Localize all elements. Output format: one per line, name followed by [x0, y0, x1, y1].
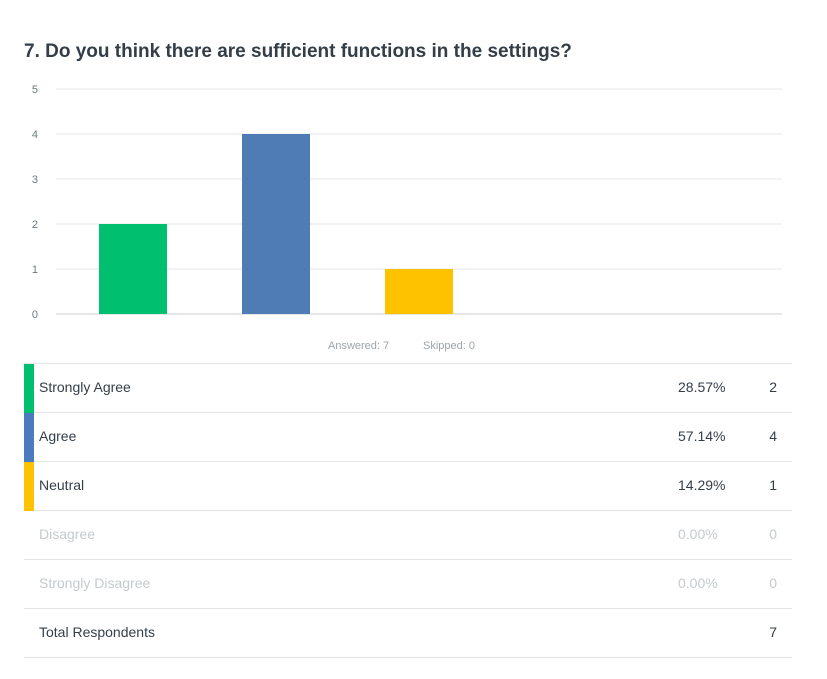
choice-count: 0	[769, 526, 777, 542]
table-row: Neutral 14.29% 1	[24, 462, 792, 511]
total-label: Total Respondents	[39, 624, 155, 640]
choice-count: 1	[769, 477, 777, 493]
y-axis-ticks: 0 1 2 3 4 5	[32, 84, 38, 321]
y-tick-label: 2	[32, 219, 38, 231]
choice-percent: 14.29%	[678, 477, 726, 493]
table-row: Strongly Disagree 0.00% 0	[24, 560, 792, 609]
choice-label: Disagree	[39, 526, 96, 542]
table-row: Strongly Agree 28.57% 2	[24, 364, 792, 413]
choice-percent: 28.57%	[678, 379, 726, 395]
y-tick-label: 3	[32, 174, 38, 186]
choice-label: Strongly Disagree	[39, 575, 151, 591]
choice-label: Neutral	[39, 477, 85, 493]
y-tick-label: 5	[32, 84, 38, 96]
color-swatch	[24, 364, 34, 413]
skipped-count: Skipped: 0	[423, 340, 475, 352]
y-tick-label: 4	[32, 129, 38, 141]
bar-strongly-agree	[99, 224, 167, 314]
choice-percent: 0.00%	[678, 526, 718, 542]
answer-choices-table: Strongly Agree 28.57% 2 Agree 57.14% 4 N…	[24, 363, 792, 658]
total-count: 7	[769, 624, 777, 640]
choice-count: 2	[769, 379, 777, 395]
chart-bars	[99, 134, 453, 314]
total-row: Total Respondents 7	[24, 609, 792, 658]
bar-neutral	[385, 269, 453, 314]
choice-percent: 0.00%	[678, 575, 718, 591]
color-swatch	[24, 462, 34, 511]
choice-label: Strongly Agree	[39, 379, 131, 395]
color-swatch	[24, 413, 34, 462]
answered-count: Answered: 7	[328, 340, 390, 352]
bar-chart: 0 1 2 3 4 5	[32, 84, 782, 321]
bar-agree	[242, 134, 310, 314]
y-tick-label: 1	[32, 264, 38, 276]
y-tick-label: 0	[32, 309, 38, 321]
table-row: Disagree 0.00% 0	[24, 511, 792, 560]
choice-percent: 57.14%	[678, 428, 726, 444]
table-row: Agree 57.14% 4	[24, 413, 792, 462]
choice-label: Agree	[39, 428, 77, 444]
choice-count: 0	[769, 575, 777, 591]
choice-count: 4	[769, 428, 777, 444]
question-title: 7. Do you think there are sufficient fun…	[24, 41, 572, 62]
